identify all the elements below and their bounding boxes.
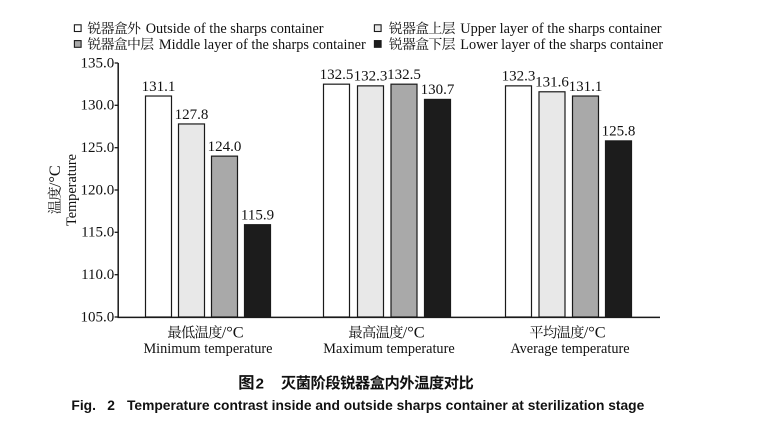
svg-text:Outside of the sharps containe: Outside of the sharps container bbox=[146, 21, 324, 37]
svg-text:135.0: 135.0 bbox=[81, 55, 115, 71]
svg-text:110.0: 110.0 bbox=[81, 267, 114, 283]
svg-text:Average temperature: Average temperature bbox=[510, 341, 629, 357]
svg-text:Upper layer of the sharps cont: Upper layer of the sharps container bbox=[460, 21, 662, 37]
svg-text:Maximum temperature: Maximum temperature bbox=[323, 341, 454, 357]
svg-text:124.0: 124.0 bbox=[208, 139, 242, 155]
svg-text:Middle layer of the sharps con: Middle layer of the sharps container bbox=[159, 37, 366, 53]
svg-text:Temperature: Temperature bbox=[64, 154, 80, 226]
svg-text:2: 2 bbox=[256, 375, 264, 392]
svg-text:105.0: 105.0 bbox=[81, 309, 115, 325]
svg-text:131.1: 131.1 bbox=[569, 79, 603, 95]
svg-text:2: 2 bbox=[107, 398, 115, 413]
svg-text:131.6: 131.6 bbox=[535, 75, 569, 91]
svg-text:/°C: /°C bbox=[403, 322, 425, 341]
svg-text:/°C: /°C bbox=[222, 322, 244, 341]
svg-text:/°C: /°C bbox=[45, 165, 64, 187]
svg-text:125.8: 125.8 bbox=[602, 124, 636, 140]
svg-text:120.0: 120.0 bbox=[81, 182, 115, 198]
svg-text:132.3: 132.3 bbox=[502, 69, 536, 85]
svg-text:Temperature contrast inside an: Temperature contrast inside and outside … bbox=[127, 398, 645, 413]
svg-text:132.5: 132.5 bbox=[320, 67, 354, 83]
svg-text:/°C: /°C bbox=[584, 322, 606, 341]
svg-text:125.0: 125.0 bbox=[81, 140, 115, 156]
svg-text:115.9: 115.9 bbox=[241, 208, 274, 224]
svg-text:Lower layer of the sharps cont: Lower layer of the sharps container bbox=[460, 37, 663, 53]
svg-text:Fig.: Fig. bbox=[71, 398, 96, 413]
svg-text:132.5: 132.5 bbox=[387, 67, 421, 83]
svg-text:130.0: 130.0 bbox=[81, 98, 115, 114]
svg-text:115.0: 115.0 bbox=[81, 225, 114, 241]
svg-text:132.3: 132.3 bbox=[354, 69, 388, 85]
svg-text:131.1: 131.1 bbox=[142, 79, 176, 95]
svg-text:130.7: 130.7 bbox=[421, 82, 455, 98]
svg-text:127.8: 127.8 bbox=[175, 107, 209, 123]
svg-text:Minimum temperature: Minimum temperature bbox=[143, 341, 272, 357]
